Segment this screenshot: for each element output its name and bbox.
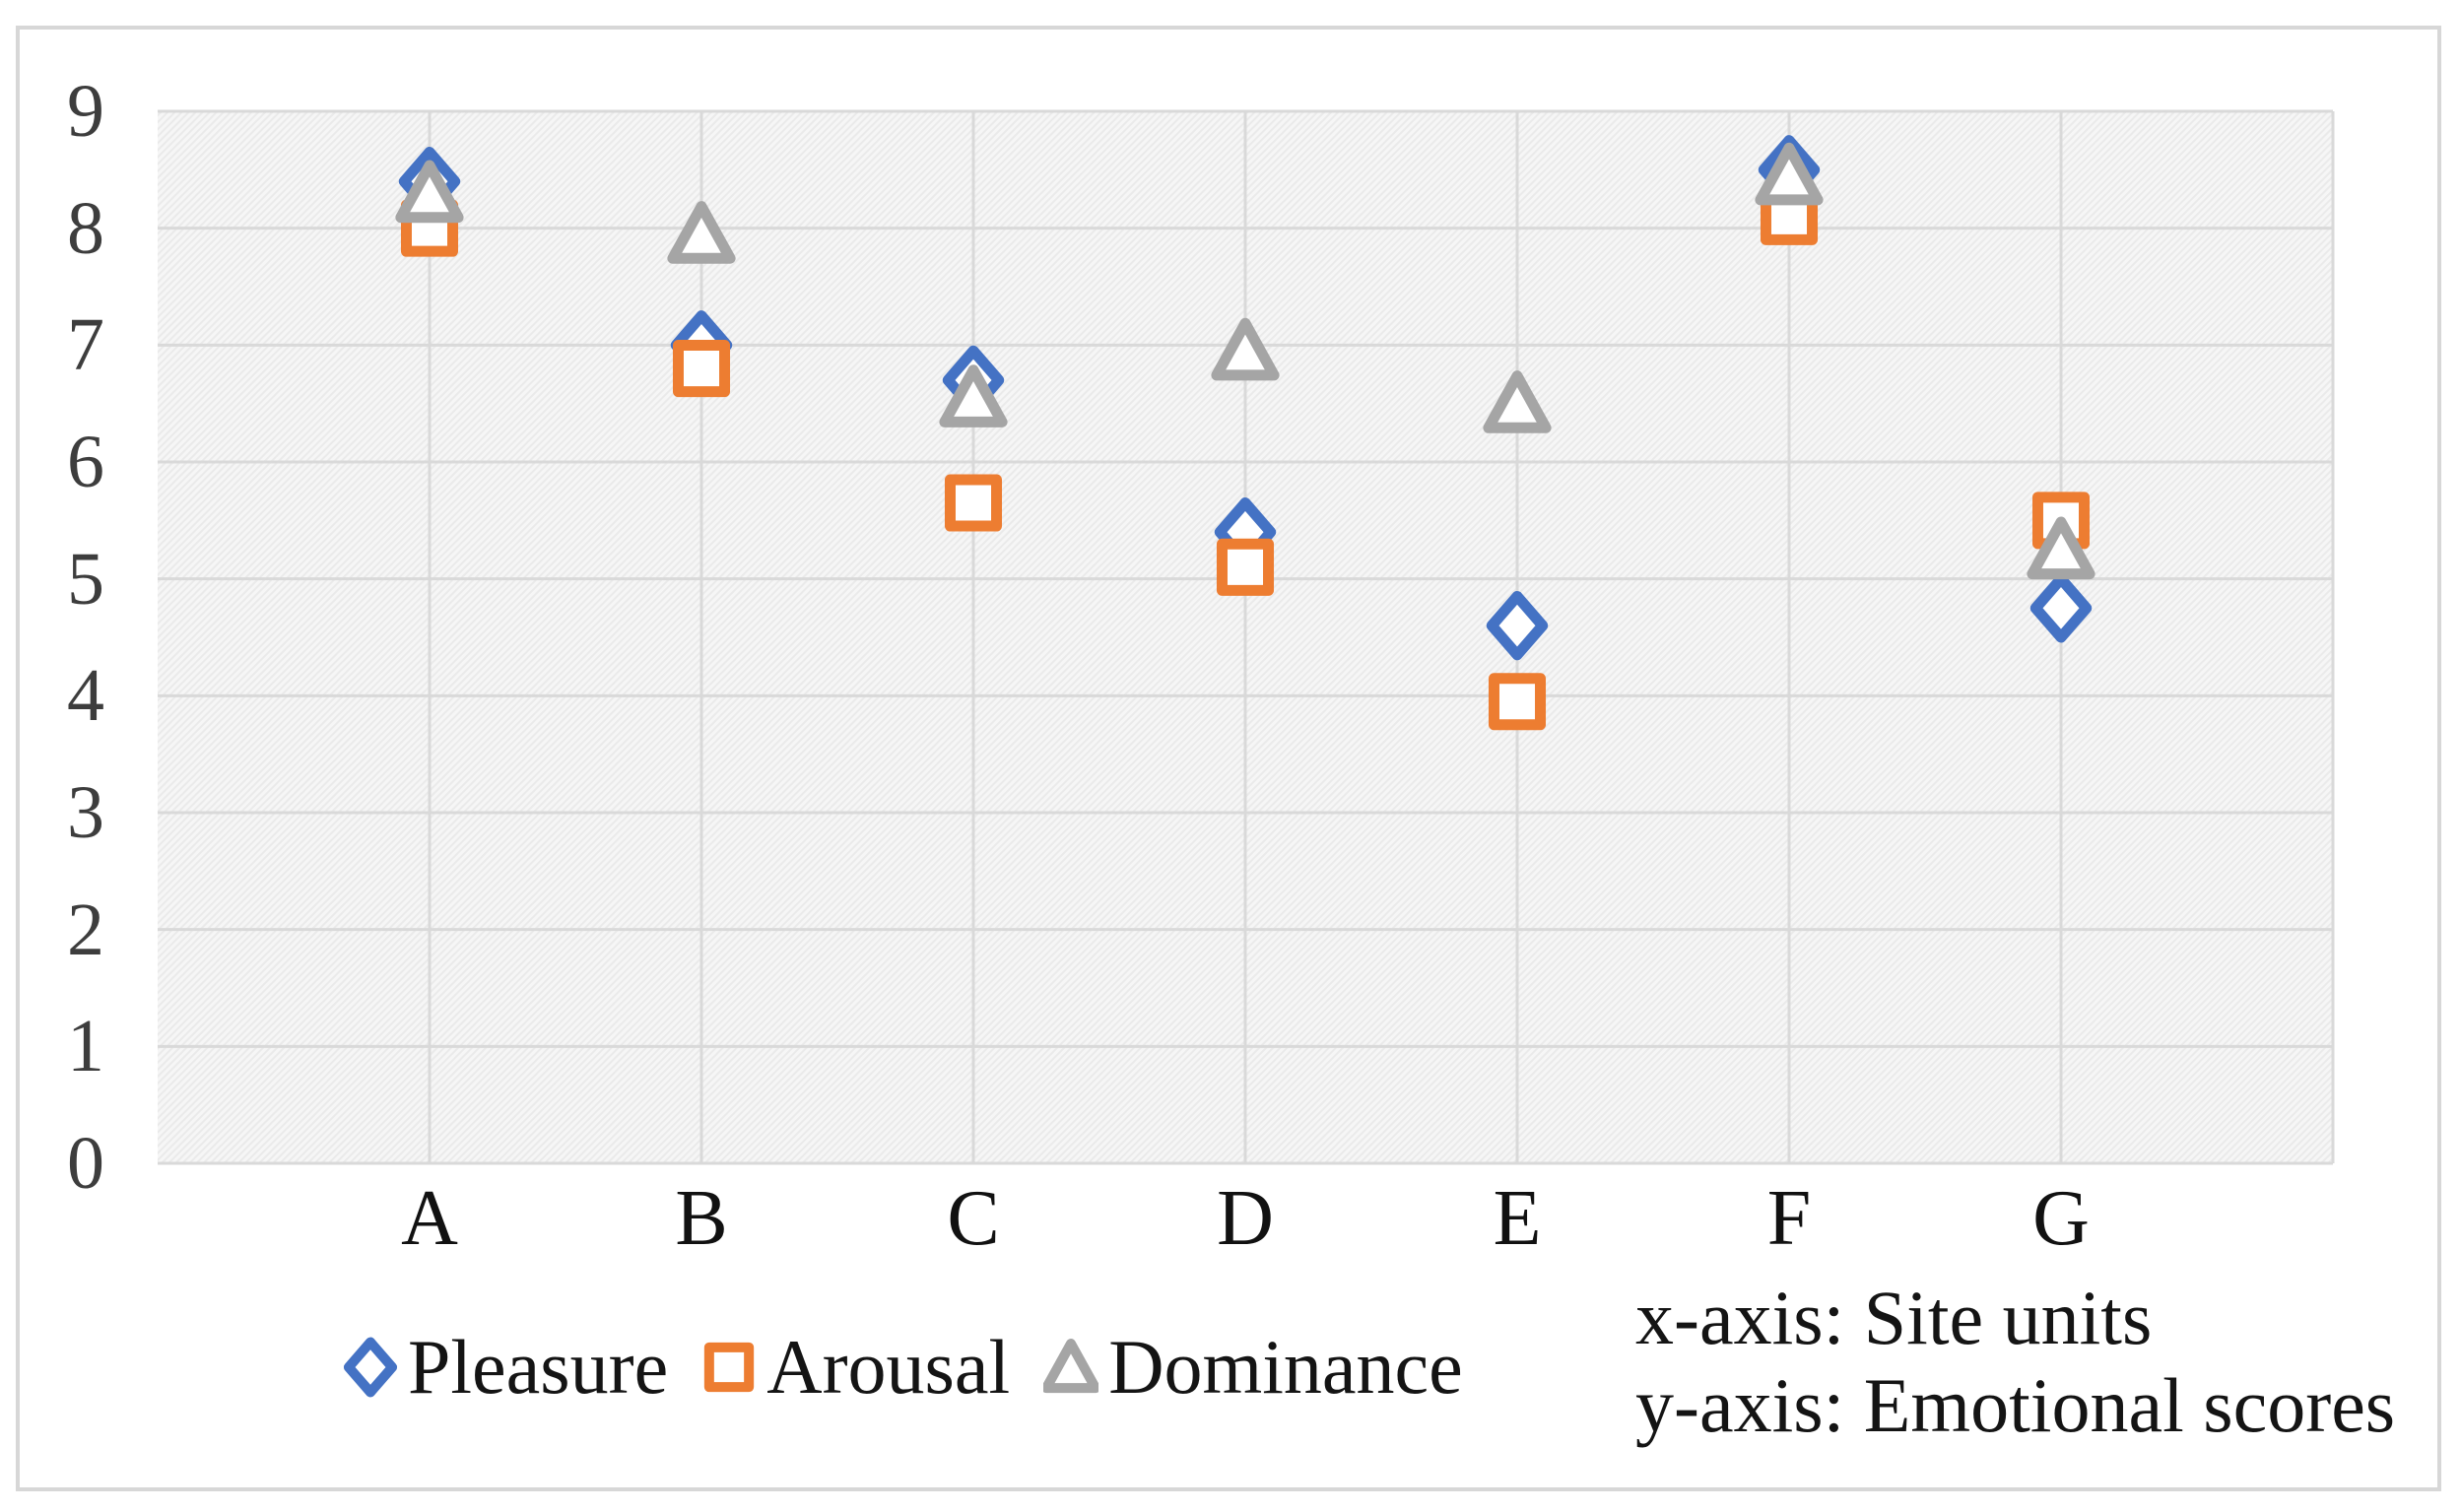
- annotation-line-x: x-axis: Site units: [1635, 1275, 2153, 1360]
- y-tick-label-4: 4: [67, 654, 104, 738]
- x-category-label-C: C: [947, 1175, 1000, 1262]
- y-tick-label-8: 8: [67, 186, 104, 270]
- y-tick-label-0: 0: [67, 1122, 104, 1205]
- x-category-label-E: E: [1493, 1175, 1542, 1262]
- y-tick-label-3: 3: [67, 771, 104, 854]
- axis-annotation-block: x-axis: Site units y-axis: Emotional sco…: [1635, 1275, 2395, 1450]
- legend-item-arousal: Arousal: [701, 1329, 1010, 1406]
- marker-square: [704, 1342, 755, 1393]
- legend-marker-square-icon: [704, 1342, 755, 1393]
- legend-label-arousal: Arousal: [766, 1324, 1011, 1410]
- legend-marker-diamond-icon: [343, 1337, 398, 1398]
- data-point-dominance-A: [395, 160, 464, 224]
- data-point-dominance-G: [2027, 516, 2095, 580]
- gridlines: [158, 109, 2335, 1165]
- data-point-arousal-D: [1216, 538, 1275, 596]
- data-point-dominance-D: [1211, 317, 1280, 381]
- y-tick-label-1: 1: [67, 1005, 104, 1088]
- x-category-label-B: B: [675, 1175, 728, 1262]
- y-tick-label-7: 7: [67, 303, 104, 387]
- annotation-line-y: y-axis: Emotional scores: [1635, 1361, 2396, 1448]
- data-point-pleasure-G: [2029, 573, 2093, 643]
- legend-label-dominance: Dominance: [1108, 1324, 1463, 1410]
- marker-triangle: [1043, 1339, 1099, 1394]
- legend-item-dominance: Dominance: [1043, 1329, 1463, 1406]
- x-category-label-G: G: [2032, 1175, 2090, 1262]
- data-point-arousal-B: [672, 340, 731, 398]
- data-point-dominance-E: [1483, 370, 1552, 433]
- data-point-arousal-E: [1488, 673, 1547, 731]
- data-point-dominance-B: [667, 201, 736, 264]
- data-points: [395, 135, 2095, 731]
- y-tick-label-5: 5: [67, 537, 104, 621]
- data-point-arousal-C: [944, 474, 1003, 532]
- legend: Pleasure Arousal Dominance: [343, 1318, 1463, 1416]
- data-point-pleasure-E: [1486, 590, 1549, 661]
- x-category-label-F: F: [1766, 1175, 1812, 1262]
- y-tick-label-6: 6: [67, 421, 104, 503]
- y-tick-label-2: 2: [67, 887, 104, 971]
- x-category-label-D: D: [1217, 1175, 1274, 1262]
- x-category-label-A: A: [401, 1175, 458, 1262]
- legend-marker-triangle-icon: [1043, 1339, 1099, 1394]
- legend-item-pleasure: Pleasure: [343, 1329, 668, 1406]
- data-point-dominance-F: [1755, 142, 1824, 206]
- legend-label-pleasure: Pleasure: [408, 1324, 669, 1410]
- y-tick-label-9: 9: [67, 70, 104, 153]
- data-point-dominance-C: [939, 364, 1008, 427]
- marker-diamond: [343, 1337, 398, 1398]
